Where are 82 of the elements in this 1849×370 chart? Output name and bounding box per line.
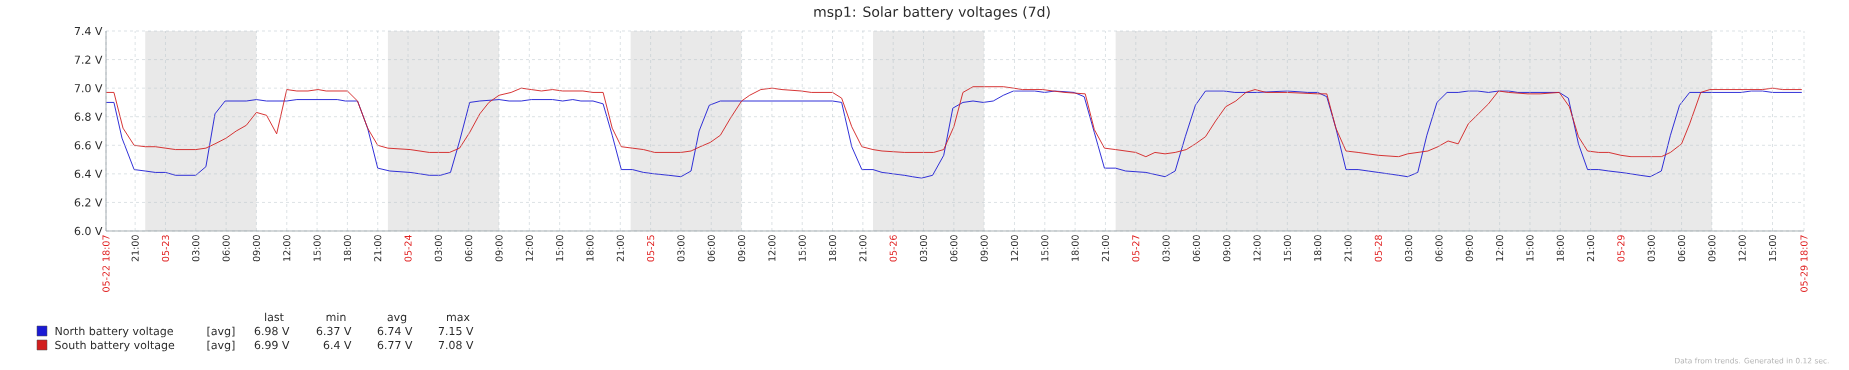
text: max [447,314,470,322]
x-tick-label: 21:00 [131,235,139,262]
text: avg [387,314,407,324]
x-tick-label: 06:00 [222,235,230,262]
text: 7.08 V [438,340,474,350]
x-tick-label: 15:00 [798,235,806,261]
x-tick-label: 18:00 [1314,235,1322,261]
x-tick-label: 05-25 [647,235,655,262]
text: 6.77 V [377,340,413,350]
text: 6.98 V [254,326,290,336]
y-tick-label: 7.4 V [74,27,103,36]
y-tick-label: 7.2 V [74,55,103,64]
x-tick-label: 09:00 [1465,235,1473,262]
x-tick-label: 05-27 [1132,235,1140,262]
x-tick-label: 03:00 [1647,235,1655,262]
x-tick-label: 18:00 [1556,235,1564,261]
x-tick-label: 12:00 [768,235,776,261]
x-tick-label: 21:00 [859,235,867,262]
x-tick-label: 18:00 [343,235,351,261]
x-tick-label: 09:00 [1223,235,1231,262]
x-tick-label: 21:00 [1586,235,1595,262]
x-tick-label: 09:00 [980,235,988,262]
x-tick-label: 03:00 [919,235,928,262]
x-tick-label: 06:00 [1435,235,1443,262]
x-tick-label: 03:00 [1405,235,1413,262]
x-tick-label: 21:00 [374,235,382,262]
x-tick-label: 12:00 [1496,235,1504,261]
x-tick-label: 06:00 [950,235,958,262]
x-tick-label: 18:00 [1071,235,1079,261]
x-tick-label: 05-29 18:07 [1800,235,1808,292]
x-tick-label: 18:00 [828,235,837,261]
x-tick-label: 05-22 18:07 [102,235,110,292]
x-tick-label: 03:00 [677,235,685,262]
text: 6.37 V [316,326,352,336]
x-tick-label: 06:00 [465,235,473,262]
x-tick-label: 09:00 [495,235,503,262]
text: 6.74 V [377,326,413,336]
x-tick-label: 12:00 [525,235,533,261]
x-tick-label: 03:00 [434,235,442,262]
x-tick-label: 06:00 [1677,235,1686,262]
x-tick-label: 15:00 [556,235,564,261]
x-tick-label: 12:00 [1738,235,1746,261]
x-tick-label: 09:00 [1708,235,1716,262]
x-tick-label: 05-29 [1617,235,1625,262]
x-tick-label: 15:00 [313,235,321,261]
x-tick-label: 05-23 [161,235,170,262]
x-tick-label: 12:00 [1253,235,1261,261]
chart-title: msp1: Solar battery voltages (7d) [814,6,1050,20]
x-tick-label: 09:00 [737,235,746,262]
x-tick-label: 03:00 [192,235,200,262]
x-tick-label: 21:00 [1101,235,1110,262]
text: last [265,312,284,322]
y-tick-label: 6.4 V [74,169,103,179]
x-tick-label: 05-28 [1374,235,1382,262]
x-tick-label: 09:00 [252,235,261,262]
x-tick-label: 12:00 [1010,235,1019,261]
x-tick-label: 06:00 [707,235,715,262]
x-tick-label: 12:00 [283,235,291,261]
text: [avg] [207,340,235,352]
legend-label: South battery voltage [55,340,175,352]
legend-label: North battery voltage [55,326,173,338]
x-tick-label: 15:00 [1041,235,1049,261]
x-tick-label: 05-24 [404,235,412,262]
text: 7.15 V [438,326,474,336]
x-tick-label: 15:00 [1526,235,1534,261]
text: 6.99 V [254,340,290,350]
y-tick-label: 6.2 V [74,198,103,207]
y-tick-label: 6.0 V [74,226,103,236]
text: 6.4 V [323,340,352,350]
y-tick-label: 7.0 V [74,83,103,93]
y-tick-label: 6.6 V [74,141,103,150]
x-tick-label: 21:00 [1344,235,1352,262]
x-tick-label: 18:00 [586,235,594,261]
text: min [326,312,346,321]
y-tick-label: 6.8 V [74,112,103,121]
text: [avg] [207,326,235,338]
x-tick-label: 05-26 [889,235,897,262]
x-tick-label: 15:00 [1283,235,1291,261]
x-tick-label: 21:00 [616,235,624,262]
x-tick-label: 03:00 [1162,235,1170,262]
x-tick-label: 15:00 [1768,235,1777,261]
x-tick-label: 06:00 [1192,235,1200,262]
